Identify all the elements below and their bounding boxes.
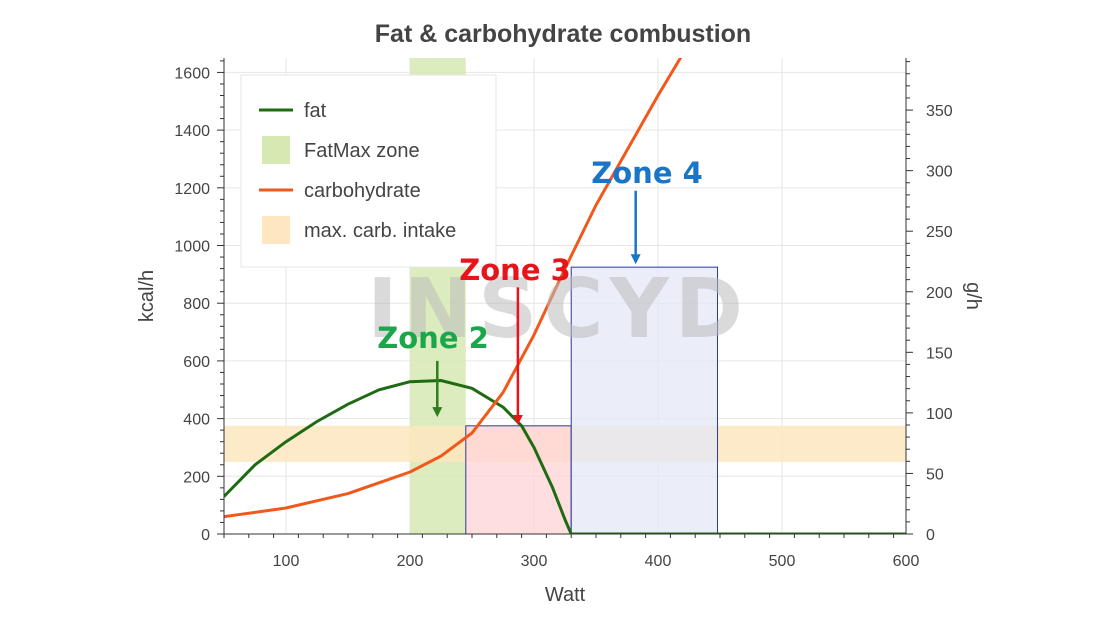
y-tick-label: 600 [183,354,210,371]
series-line-carbohydrate [224,58,683,519]
zone-arrow-head-3 [512,414,523,425]
y2-tick-label: 200 [926,285,953,302]
zone-label-4: Zone 4 [591,156,703,190]
legend-label: FatMax zone [304,140,420,162]
legend-swatch-max-carb-intake [262,216,290,244]
y2-tick-label: 250 [926,224,953,241]
y2-tick-label: 100 [926,406,953,423]
series-lines [224,58,906,534]
y-axis-label: kcal/h [136,270,158,322]
y2-tick-label: 350 [926,103,953,120]
y2-tick-label: 150 [926,345,953,362]
y-tick-label: 0 [201,527,210,544]
zone-box-4 [570,266,719,535]
legend-label: fat [304,100,327,122]
series-line-fat [224,379,906,534]
x-tick-label: 100 [273,553,300,570]
y-tick-label: 1400 [174,123,210,140]
y-tick-label: 200 [183,469,210,486]
y-tick-label: 400 [183,412,210,429]
y-tick-label: 1200 [174,181,210,198]
zone-box-3 [465,425,572,535]
x-axis-label: Watt [545,584,586,606]
legend-label: max. carb. intake [304,220,456,242]
zone-boxes [465,266,719,535]
watermark: INSCYD [367,262,749,357]
x-tick-label: 200 [397,553,424,570]
chart-title: Fat & carbohydrate combustion [375,20,751,48]
zone-arrow-head-2 [432,407,443,418]
zone-annotations: Zone 2 Zone 3 Zone 4 [377,156,703,425]
x-tick-label: 600 [893,553,920,570]
axes: 100 200 300 400 500 6000200400600800100012001… [174,58,953,570]
y2-tick-label: 0 [926,527,935,544]
y2-axis-label: g/h [962,282,984,310]
y-tick-label: 1000 [174,239,210,256]
legend-label: carbohydrate [304,180,421,202]
zone-label-2: Zone 2 [377,321,489,355]
legend: fat FatMax zone carbohydrate max. carb. int… [240,74,497,268]
x-tick-label: 400 [645,553,672,570]
y-tick-label: 800 [183,296,210,313]
x-tick-label: 300 [521,553,548,570]
zone-label-3: Zone 3 [459,253,571,287]
x-tick-label: 500 [769,553,796,570]
y2-tick-label: 300 [926,164,953,181]
y-tick-label: 1600 [174,65,210,82]
y2-tick-label: 50 [926,466,944,483]
zone-arrow-head-4 [630,254,641,265]
legend-swatch-fatmax-zone [262,136,290,164]
